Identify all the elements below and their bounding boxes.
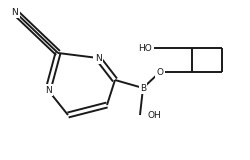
- Text: B: B: [140, 84, 146, 92]
- Text: N: N: [12, 8, 18, 16]
- Text: O: O: [156, 68, 164, 76]
- Text: HO: HO: [138, 44, 152, 52]
- Text: N: N: [94, 53, 102, 63]
- Text: N: N: [44, 85, 52, 95]
- Text: OH: OH: [148, 111, 162, 120]
